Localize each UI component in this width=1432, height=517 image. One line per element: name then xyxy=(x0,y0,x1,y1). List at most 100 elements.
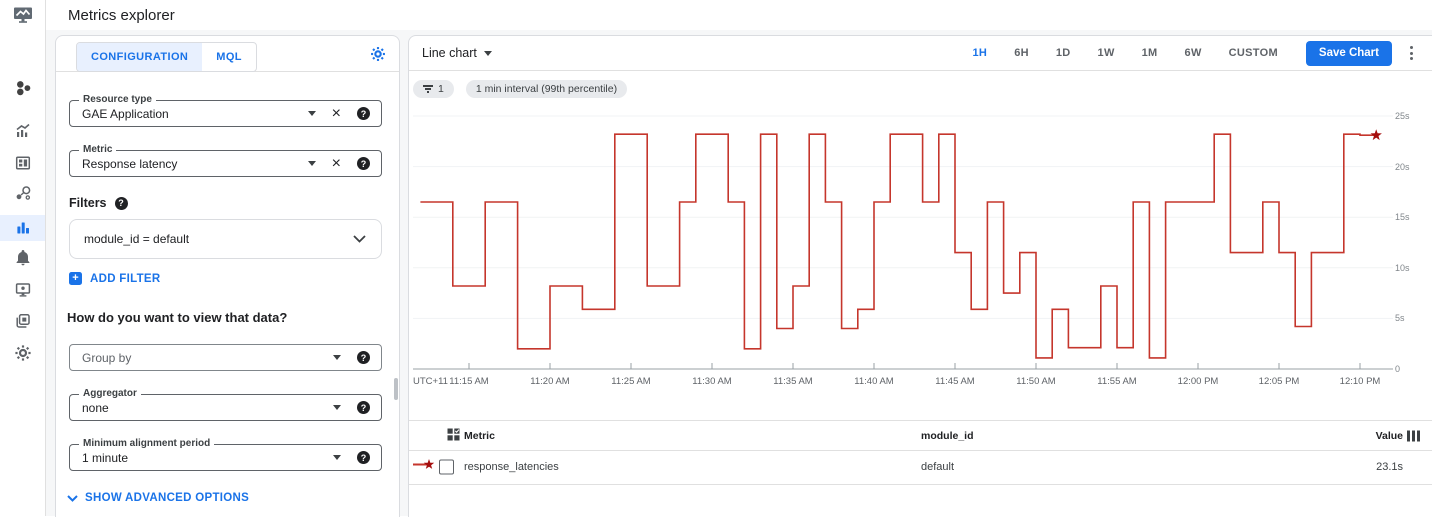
nav-metrics[interactable] xyxy=(0,118,45,144)
y-axis-label: 5s xyxy=(1395,313,1405,324)
clear-icon[interactable]: × xyxy=(331,155,341,172)
y-axis-label: 25s xyxy=(1395,111,1410,121)
y-axis-label: 10s xyxy=(1395,262,1410,273)
time-range-6w[interactable]: 6W xyxy=(1184,47,1202,59)
monitoring-logo-icon xyxy=(13,7,32,23)
x-axis-label: 11:20 AM xyxy=(530,376,570,387)
filter-expression: module_id = default xyxy=(84,232,190,246)
y-axis-label: 20s xyxy=(1395,161,1410,172)
min-alignment-field[interactable]: Minimum alignment period 1 minute xyxy=(69,438,382,471)
group-by-field[interactable]: Group by xyxy=(69,344,382,371)
configuration-tab-bar: CONFIGURATION MQL xyxy=(56,36,399,72)
legend-table-header: Metric module_id Value xyxy=(409,420,1432,451)
nav-rail xyxy=(0,30,46,516)
chart-toolbar: Line chart 1H 6H 1D 1W 1M 6W CUSTOM Save Chart xyxy=(409,36,1432,71)
time-range-1w[interactable]: 1W xyxy=(1097,47,1115,59)
tab-configuration[interactable]: CONFIGURATION xyxy=(77,43,203,71)
nav-uptime-checks[interactable] xyxy=(0,277,45,303)
x-axis-label: 11:15 AM xyxy=(449,376,489,387)
metric-field[interactable]: Metric Response latency × xyxy=(69,144,382,177)
clear-icon[interactable]: × xyxy=(331,105,341,122)
aggregator-value: none xyxy=(82,400,109,415)
time-range-1m[interactable]: 1M xyxy=(1141,47,1158,59)
nav-settings[interactable] xyxy=(0,340,45,366)
chart-type-dropdown[interactable]: Line chart xyxy=(422,46,492,60)
x-axis-label: 12:10 PM xyxy=(1339,376,1381,387)
dropdown-caret-icon[interactable] xyxy=(333,355,341,360)
dashboards-icon xyxy=(15,156,30,170)
selected-point-star-icon[interactable] xyxy=(1370,129,1382,141)
dropdown-caret-icon[interactable] xyxy=(307,111,316,116)
dropdown-caret-icon[interactable] xyxy=(333,405,341,410)
filter-chip-card[interactable]: module_id = default xyxy=(69,219,382,259)
value-cell: 23.1s xyxy=(1376,460,1403,473)
x-axis-label: 11:25 AM xyxy=(611,376,651,387)
filters-section-header: Filters xyxy=(69,196,128,210)
value-column-header[interactable]: Value xyxy=(1375,429,1403,442)
more-options-icon[interactable] xyxy=(1407,43,1416,63)
table-row[interactable]: response_latencies default 23.1s xyxy=(409,449,1432,485)
min-alignment-label: Minimum alignment period xyxy=(79,438,215,449)
y-axis-label: 0 xyxy=(1395,364,1401,374)
help-icon[interactable] xyxy=(357,107,370,120)
help-icon[interactable] xyxy=(357,451,370,464)
nav-groups[interactable] xyxy=(0,308,45,334)
chip-row: 1 1 min interval (99th percentile) xyxy=(413,80,628,98)
resource-type-field[interactable]: Resource type GAE Application × xyxy=(69,94,382,127)
metric-column-header[interactable]: Metric xyxy=(464,429,495,442)
services-icon xyxy=(16,186,30,200)
time-range-6h[interactable]: 6H xyxy=(1014,47,1029,59)
chevron-down-icon[interactable] xyxy=(353,235,366,243)
time-range-custom[interactable]: CUSTOM xyxy=(1228,47,1278,59)
help-icon[interactable] xyxy=(357,157,370,170)
show-advanced-options-button[interactable]: SHOW ADVANCED OPTIONS xyxy=(67,492,249,504)
save-chart-button[interactable]: Save Chart xyxy=(1305,40,1392,66)
x-axis-label: 11:45 AM xyxy=(935,376,975,387)
dropdown-caret-icon[interactable] xyxy=(307,161,316,166)
x-axis-label: 11:40 AM xyxy=(854,376,894,387)
time-range-1d[interactable]: 1D xyxy=(1055,47,1071,59)
row-checkbox[interactable] xyxy=(439,459,454,474)
resource-type-label: Resource type xyxy=(79,94,156,105)
interval-chip-label: 1 min interval (99th percentile) xyxy=(475,83,618,95)
chevron-down-icon xyxy=(67,494,78,502)
help-icon[interactable] xyxy=(114,196,128,210)
chart-settings-gear-icon[interactable] xyxy=(370,46,386,67)
nav-metrics-explorer[interactable] xyxy=(0,215,45,241)
chart-type-label: Line chart xyxy=(422,46,477,60)
monitoring-logo-cell[interactable] xyxy=(0,0,46,30)
x-axis-label: 12:00 PM xyxy=(1177,376,1219,387)
metrics-explorer-icon xyxy=(16,222,29,234)
series-legend-mark xyxy=(413,457,436,476)
aggregator-field[interactable]: Aggregator none xyxy=(69,388,382,421)
latency-step-line[interactable] xyxy=(420,133,1377,359)
latency-line-chart[interactable] xyxy=(409,106,1409,376)
x-axis-label: 11:50 AM xyxy=(1016,376,1056,387)
x-axis-label: 11:30 AM xyxy=(692,376,732,387)
time-range-1h[interactable]: 1H xyxy=(972,47,988,59)
add-filter-button[interactable]: ADD FILTER xyxy=(69,272,161,285)
x-axis-label: 12:05 PM xyxy=(1258,376,1300,387)
time-range-group: 1H 6H 1D 1W 1M 6W CUSTOM xyxy=(973,47,1278,59)
help-icon[interactable] xyxy=(357,351,370,364)
help-icon[interactable] xyxy=(357,401,370,414)
nav-dashboards[interactable] xyxy=(0,150,45,176)
columns-icon[interactable] xyxy=(1407,430,1420,441)
nav-services[interactable] xyxy=(0,180,45,206)
interval-chip[interactable]: 1 min interval (99th percentile) xyxy=(465,80,628,98)
module-id-cell: default xyxy=(921,460,955,473)
configuration-panel: CONFIGURATION MQL Resource type GAE Appl xyxy=(55,35,400,517)
x-axis-label: 11:55 AM xyxy=(1097,376,1137,387)
nav-alerting[interactable] xyxy=(0,245,45,271)
dropdown-caret-icon[interactable] xyxy=(333,455,341,460)
metric-label: Metric xyxy=(79,144,117,155)
filter-count-chip[interactable]: 1 xyxy=(413,80,454,98)
nav-monitoring-overview[interactable] xyxy=(0,75,45,101)
config-scrollbar[interactable] xyxy=(394,378,398,400)
tab-mql[interactable]: MQL xyxy=(216,51,242,63)
top-header: Metrics explorer xyxy=(0,0,1432,31)
module-id-column-header[interactable]: module_id xyxy=(921,429,974,442)
select-all-grid-icon[interactable] xyxy=(447,428,460,444)
filters-label: Filters xyxy=(69,196,107,210)
